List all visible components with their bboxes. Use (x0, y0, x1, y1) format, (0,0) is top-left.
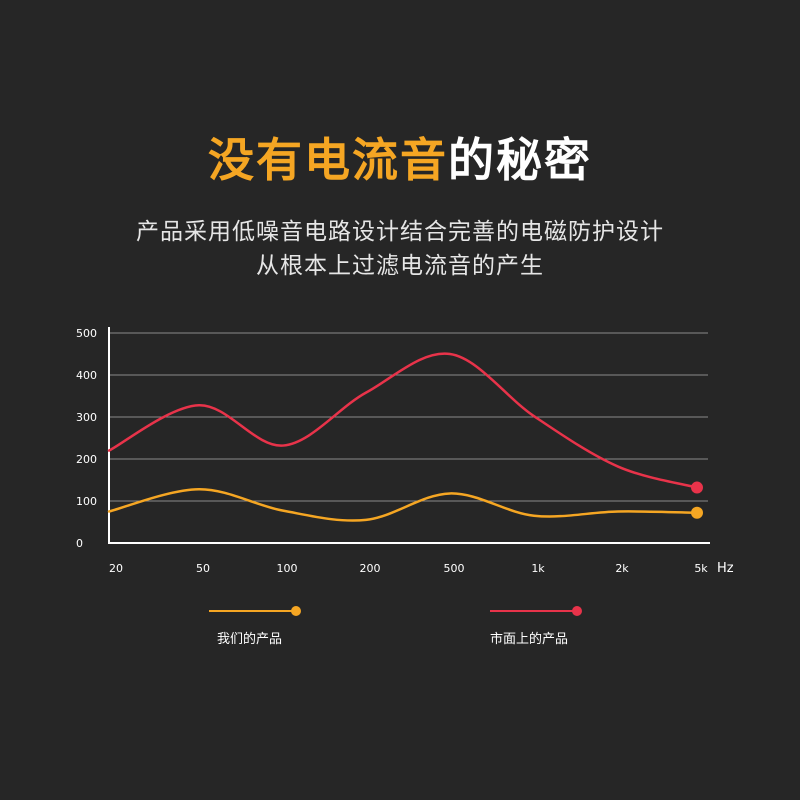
legend-line-our-product (209, 610, 297, 612)
y-tick-label: 100 (76, 495, 97, 508)
x-unit-label: Hz (717, 561, 734, 576)
legend-label-our-product: 我们的产品 (217, 632, 283, 647)
x-tick-label: 1k (531, 562, 545, 575)
y-tick-label: 200 (76, 453, 97, 466)
legend-item-our-product: 我们的产品 (209, 598, 389, 658)
x-tick-label: 20 (109, 562, 123, 575)
series-line-market-product (107, 352, 699, 489)
page-title: 没有电流音的秘密 (0, 128, 800, 192)
x-tick-label: 50 (196, 562, 210, 575)
series-end-dot-market-product (691, 481, 703, 494)
legend-line-market-product (490, 610, 578, 612)
x-tick-label: 2k (615, 562, 629, 575)
series-end-dot-our-product (691, 506, 703, 519)
title-highlight: 没有电流音 (208, 133, 448, 187)
x-tick-label: 5k (694, 562, 708, 575)
y-tick-label: 400 (76, 369, 97, 382)
legend-item-market-product: 市面上的产品 (490, 598, 670, 658)
y-tick-label: 300 (76, 411, 97, 424)
title-rest: 的秘密 (448, 133, 592, 187)
legend-dot-market-product (572, 606, 582, 616)
subtitle-line-2: 从根本上过滤电流音的产生 (256, 253, 544, 279)
series-line-our-product (107, 487, 699, 522)
y-tick-label: 500 (76, 327, 97, 340)
legend-label-market-product: 市面上的产品 (490, 632, 569, 647)
legend-dot-our-product (291, 606, 301, 616)
x-tick-label: 500 (444, 562, 465, 575)
subtitle-line-1: 产品采用低噪音电路设计结合完善的电磁防护设计 (136, 219, 664, 245)
x-tick-label: 100 (277, 562, 298, 575)
y-tick-label: 0 (76, 537, 83, 550)
x-tick-label: 200 (360, 562, 381, 575)
